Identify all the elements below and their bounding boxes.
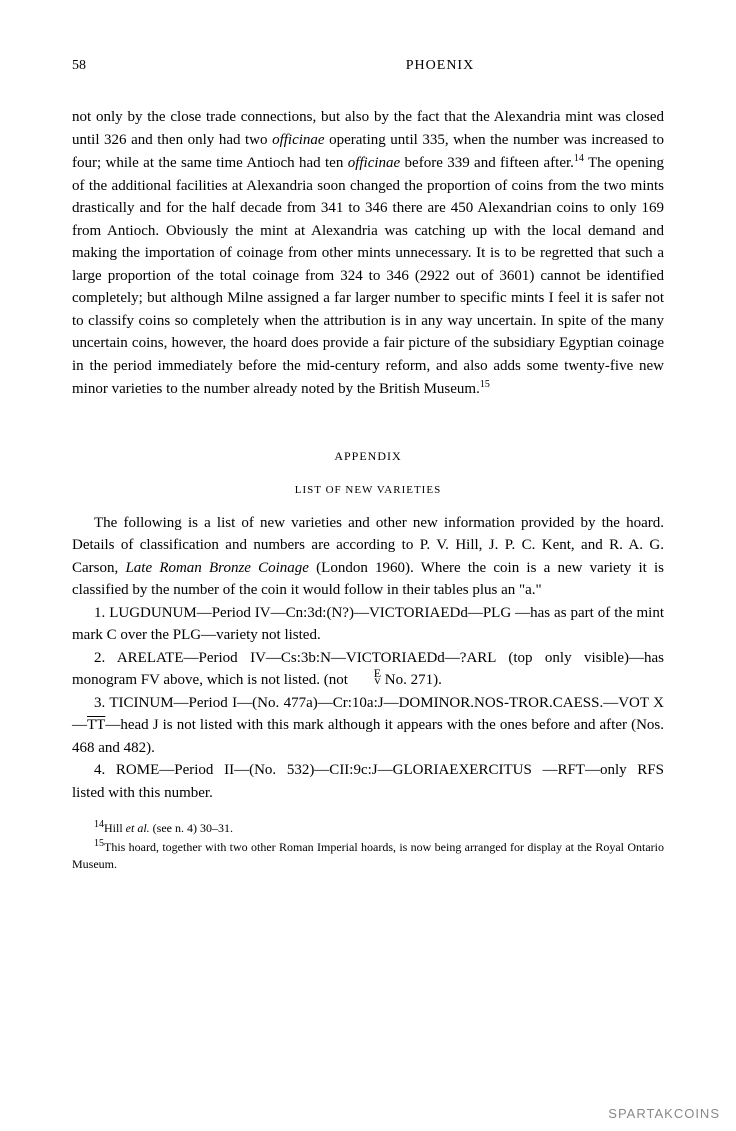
- footnote-14-text: Hill: [104, 821, 123, 835]
- ev-monogram: Ev: [352, 670, 381, 684]
- main-paragraph: not only by the close trade connections,…: [72, 106, 664, 401]
- footnote-15-marker: 15: [94, 838, 104, 849]
- footnote-14-marker: 14: [94, 819, 104, 830]
- officinae-1: officinae: [272, 132, 325, 148]
- book-title: Late Roman Bronze Coinage: [125, 560, 309, 576]
- watermark: SPARTAKCOINS: [608, 1106, 720, 1121]
- list-item-2: 2. ARELATE—Period IV—Cs:3b:N—VICTORIAEDd…: [72, 647, 664, 692]
- body-text-4: The opening of the additional facilities…: [72, 155, 664, 397]
- footnote-15-text: This hoard, together with two other Roma…: [72, 840, 664, 871]
- tt-overline: TT: [87, 717, 105, 733]
- footnote-15: 15This hoard, together with two other Ro…: [72, 837, 664, 873]
- footnote-14-rest: (see n. 4) 30–31.: [153, 821, 233, 835]
- list-item-4: 4. ROME—Period II—(No. 532)—CII:9c:J—GLO…: [72, 759, 664, 804]
- page-number: 58: [72, 58, 86, 74]
- footnote-ref-15: 15: [480, 379, 490, 390]
- footnote-14-etal: et al.: [126, 821, 150, 835]
- running-head: PHOENIX: [406, 58, 474, 74]
- footnote-ref-14: 14: [574, 153, 584, 164]
- page-header: 58 PHOENIX: [72, 58, 664, 74]
- page-container: 58 PHOENIX not only by the close trade c…: [0, 0, 736, 902]
- appendix-body: The following is a list of new varieties…: [72, 512, 664, 805]
- body-text-3: before 339 and fifteen after.: [405, 155, 574, 171]
- list-item-3b: —head J is not listed with this mark alt…: [72, 717, 664, 756]
- list-item-2b: No. 271).: [385, 672, 442, 688]
- appendix-intro: The following is a list of new varieties…: [72, 512, 664, 602]
- list-item-1: 1. LUGDUNUM—Period IV—Cn:3d:(N?)—VICTORI…: [72, 602, 664, 647]
- appendix-heading: APPENDIX: [72, 449, 664, 464]
- officinae-2: officinae: [348, 155, 401, 171]
- footnotes-section: 14Hill et al. (see n. 4) 30–31. 15This h…: [72, 818, 664, 872]
- list-item-3: 3. TICINUM—Period I—(No. 477a)—Cr:10a:J—…: [72, 692, 664, 760]
- list-heading: LIST OF NEW VARIETIES: [72, 484, 664, 496]
- footnote-14: 14Hill et al. (see n. 4) 30–31.: [72, 818, 664, 837]
